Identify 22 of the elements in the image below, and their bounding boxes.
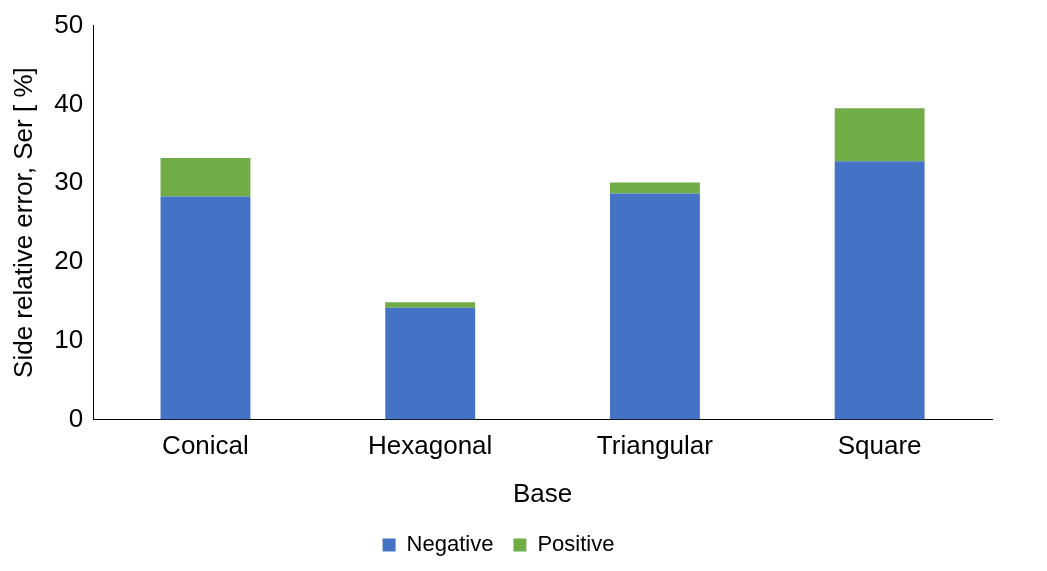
x-axis-title: Base xyxy=(512,477,573,508)
x-tick-label: Hexagonal xyxy=(368,430,493,461)
x-tick-label: Square xyxy=(837,430,922,461)
x-tick-label: Triangular xyxy=(596,430,714,461)
bar xyxy=(385,307,476,420)
y-tick-label: 0 xyxy=(68,402,84,433)
bar xyxy=(609,193,700,420)
y-tick-label: 20 xyxy=(54,245,84,276)
legend-label: Negative xyxy=(406,531,494,557)
bar xyxy=(160,196,251,420)
y-tick-label: 30 xyxy=(54,166,84,197)
y-tick-label: 40 xyxy=(54,87,84,118)
y-tick-label: 10 xyxy=(54,323,84,354)
bar xyxy=(834,161,925,420)
y-tick-label: 50 xyxy=(54,8,84,39)
bar xyxy=(160,157,251,197)
bar xyxy=(385,302,476,308)
legend-label: Positive xyxy=(537,531,615,557)
x-tick-label: Conical xyxy=(162,430,249,461)
bar xyxy=(834,108,925,162)
y-axis-title: Side relative error, Ser [ %] xyxy=(7,67,38,378)
bar xyxy=(609,182,700,194)
